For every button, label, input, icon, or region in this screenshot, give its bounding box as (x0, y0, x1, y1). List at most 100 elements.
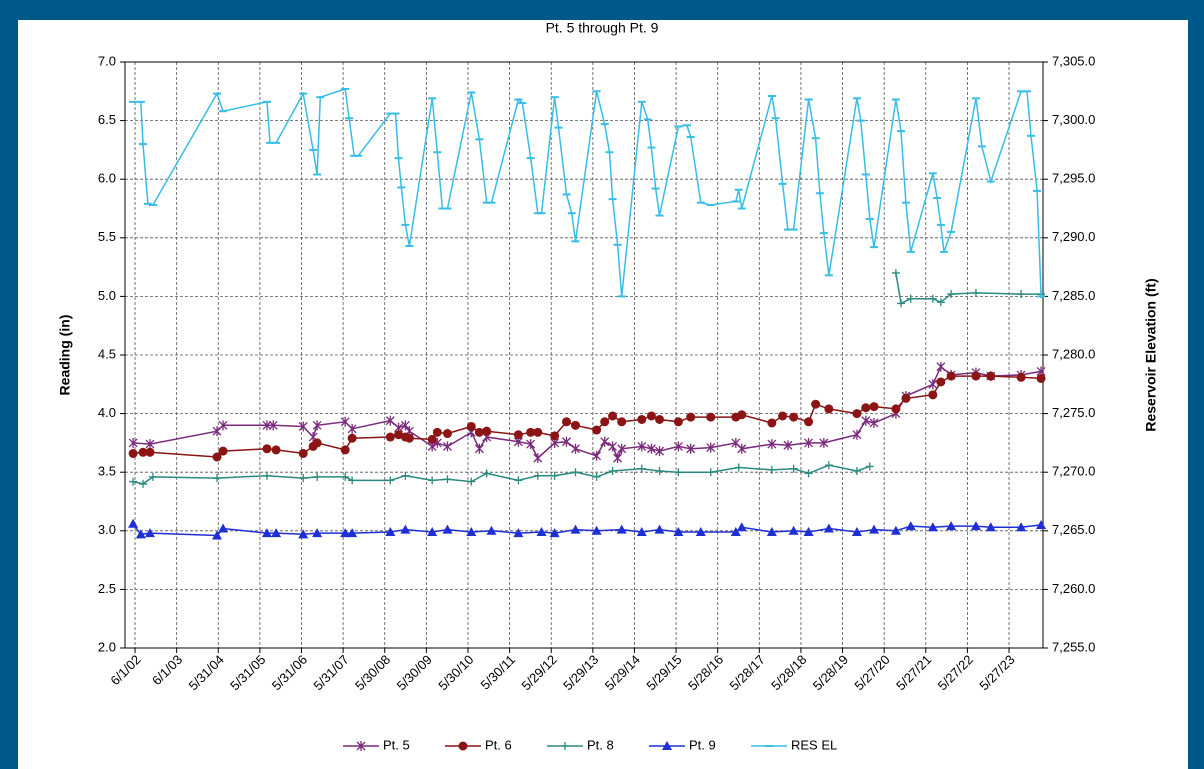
marker (212, 530, 223, 540)
marker (767, 418, 777, 428)
marker (533, 427, 543, 437)
legend-item: Pt. 8 (547, 737, 614, 752)
y2-tick-label: 7,260.0 (1052, 581, 1095, 596)
marker (262, 420, 272, 431)
marker (428, 476, 437, 485)
marker (526, 439, 536, 450)
marker (312, 438, 322, 448)
marker (637, 441, 647, 452)
y2-tick-label: 7,295.0 (1052, 171, 1095, 186)
marker (617, 443, 627, 454)
marker (869, 524, 880, 534)
marker (766, 526, 777, 536)
marker (443, 475, 452, 484)
marker (347, 433, 357, 443)
marker (592, 425, 602, 435)
legend-label: Pt. 9 (689, 737, 716, 752)
legend-label: Pt. 5 (383, 737, 410, 752)
marker (1017, 290, 1026, 299)
marker (804, 469, 813, 478)
marker (936, 377, 946, 387)
marker (971, 371, 981, 381)
marker (218, 420, 228, 431)
marker (128, 448, 138, 458)
marker (348, 476, 357, 485)
marker (385, 526, 396, 536)
marker (636, 526, 647, 536)
marker (526, 427, 536, 437)
marker (869, 402, 879, 412)
y2-tick-label: 7,275.0 (1052, 405, 1095, 420)
marker (737, 443, 747, 454)
marker (144, 528, 155, 538)
marker (129, 477, 138, 486)
y-tick-label: 6.0 (98, 171, 116, 186)
marker (262, 444, 272, 454)
marker (562, 436, 571, 447)
marker (145, 447, 155, 457)
legend-item: Pt. 6 (445, 737, 512, 752)
marker (571, 443, 580, 454)
marker (474, 443, 484, 454)
marker (533, 471, 542, 480)
marker (767, 439, 777, 450)
marker (600, 436, 610, 447)
legend-item: Pt. 5 (343, 737, 410, 752)
marker (561, 417, 571, 427)
marker (442, 429, 452, 439)
marker (613, 453, 623, 464)
marker (400, 420, 410, 431)
marker (897, 299, 906, 308)
marker (819, 437, 829, 448)
marker (655, 467, 664, 476)
marker (734, 463, 743, 472)
marker (788, 525, 799, 535)
y2-tick-label: 7,255.0 (1052, 639, 1095, 654)
marker (268, 420, 278, 431)
legend-label: Pt. 8 (587, 737, 614, 752)
marker (550, 431, 560, 441)
marker (1036, 519, 1047, 529)
marker (513, 430, 523, 440)
marker (736, 522, 747, 532)
marker (404, 433, 414, 443)
marker (927, 522, 938, 532)
marker (861, 415, 871, 426)
marker (128, 437, 138, 448)
plot-border (124, 61, 1044, 649)
marker (804, 437, 814, 448)
marker (946, 371, 956, 381)
y2-tick-label: 7,300.0 (1052, 112, 1095, 127)
y-tick-label: 3.0 (98, 522, 116, 537)
y2-tick-label: 7,285.0 (1052, 288, 1095, 303)
marker (789, 412, 799, 422)
marker (655, 446, 664, 457)
marker (646, 411, 656, 421)
marker (482, 426, 492, 436)
marker (486, 525, 497, 535)
marker (767, 465, 776, 474)
legend-item: RES EL (751, 737, 837, 752)
marker (706, 412, 716, 422)
marker (928, 294, 937, 303)
marker (442, 524, 453, 534)
marker (427, 434, 437, 444)
marker (861, 403, 871, 413)
marker (616, 524, 627, 534)
marker (778, 411, 788, 421)
marker (928, 379, 938, 390)
marker (789, 464, 798, 473)
legend-label: Pt. 6 (485, 737, 512, 752)
marker (271, 528, 282, 538)
marker (891, 268, 900, 277)
marker (298, 448, 308, 458)
marker (218, 446, 228, 456)
marker (467, 477, 476, 486)
marker (946, 521, 957, 531)
marker (1016, 372, 1026, 382)
marker (591, 525, 602, 535)
marker (385, 415, 395, 426)
marker (686, 412, 696, 422)
marker (637, 464, 646, 473)
marker (458, 741, 468, 751)
